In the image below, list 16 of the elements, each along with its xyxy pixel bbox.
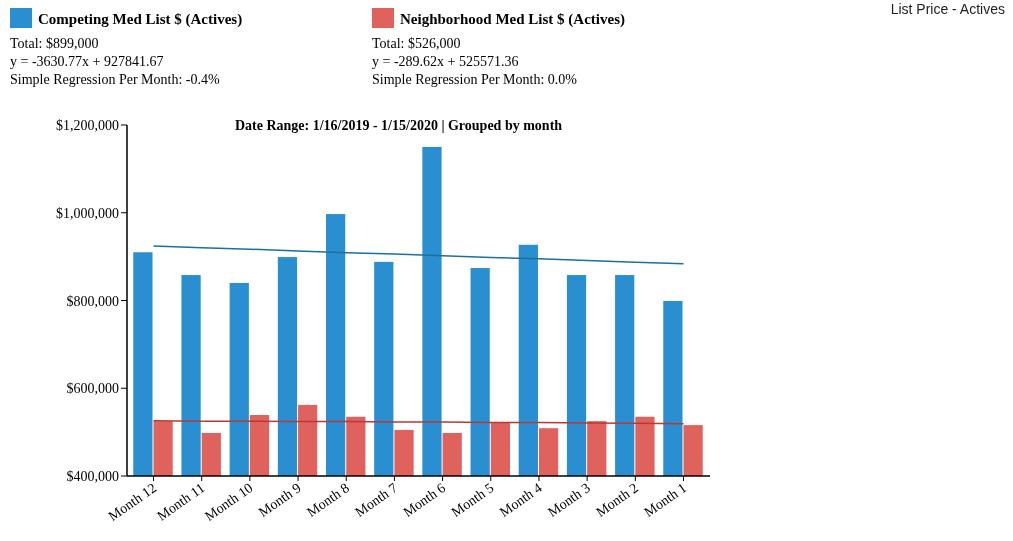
y-tick-label: $600,000 [66,381,119,397]
text: Simple Regression Per Month: 0.0% [372,72,578,87]
text: Total: $526,000 [372,36,461,51]
legend-label: Competing Med List $ (Actives) [38,11,243,28]
line-series [152,245,685,265]
y-tick-label: $400,000 [66,469,119,484]
chart-subtitle: Date Range: 1/16/2019 - 1/15/2020 | Grouped by month [234,118,563,133]
text: y = -3630.77x + 927841.67 [10,54,164,69]
text: List Price - Actives [890,1,1005,17]
text: Simple Regression Per Month: -0.4% [10,72,220,87]
y-tick-label: $1,000,000 [56,205,119,221]
text: Total: $899,000 [10,36,99,51]
text: y = -289.62x + 525571.36 [372,54,519,69]
y-tick-label: $800,000 [66,293,119,309]
legend-label: Neighborhood Med List $ (Actives) [400,11,625,28]
y-tick-label: $1,200,000 [56,118,119,133]
